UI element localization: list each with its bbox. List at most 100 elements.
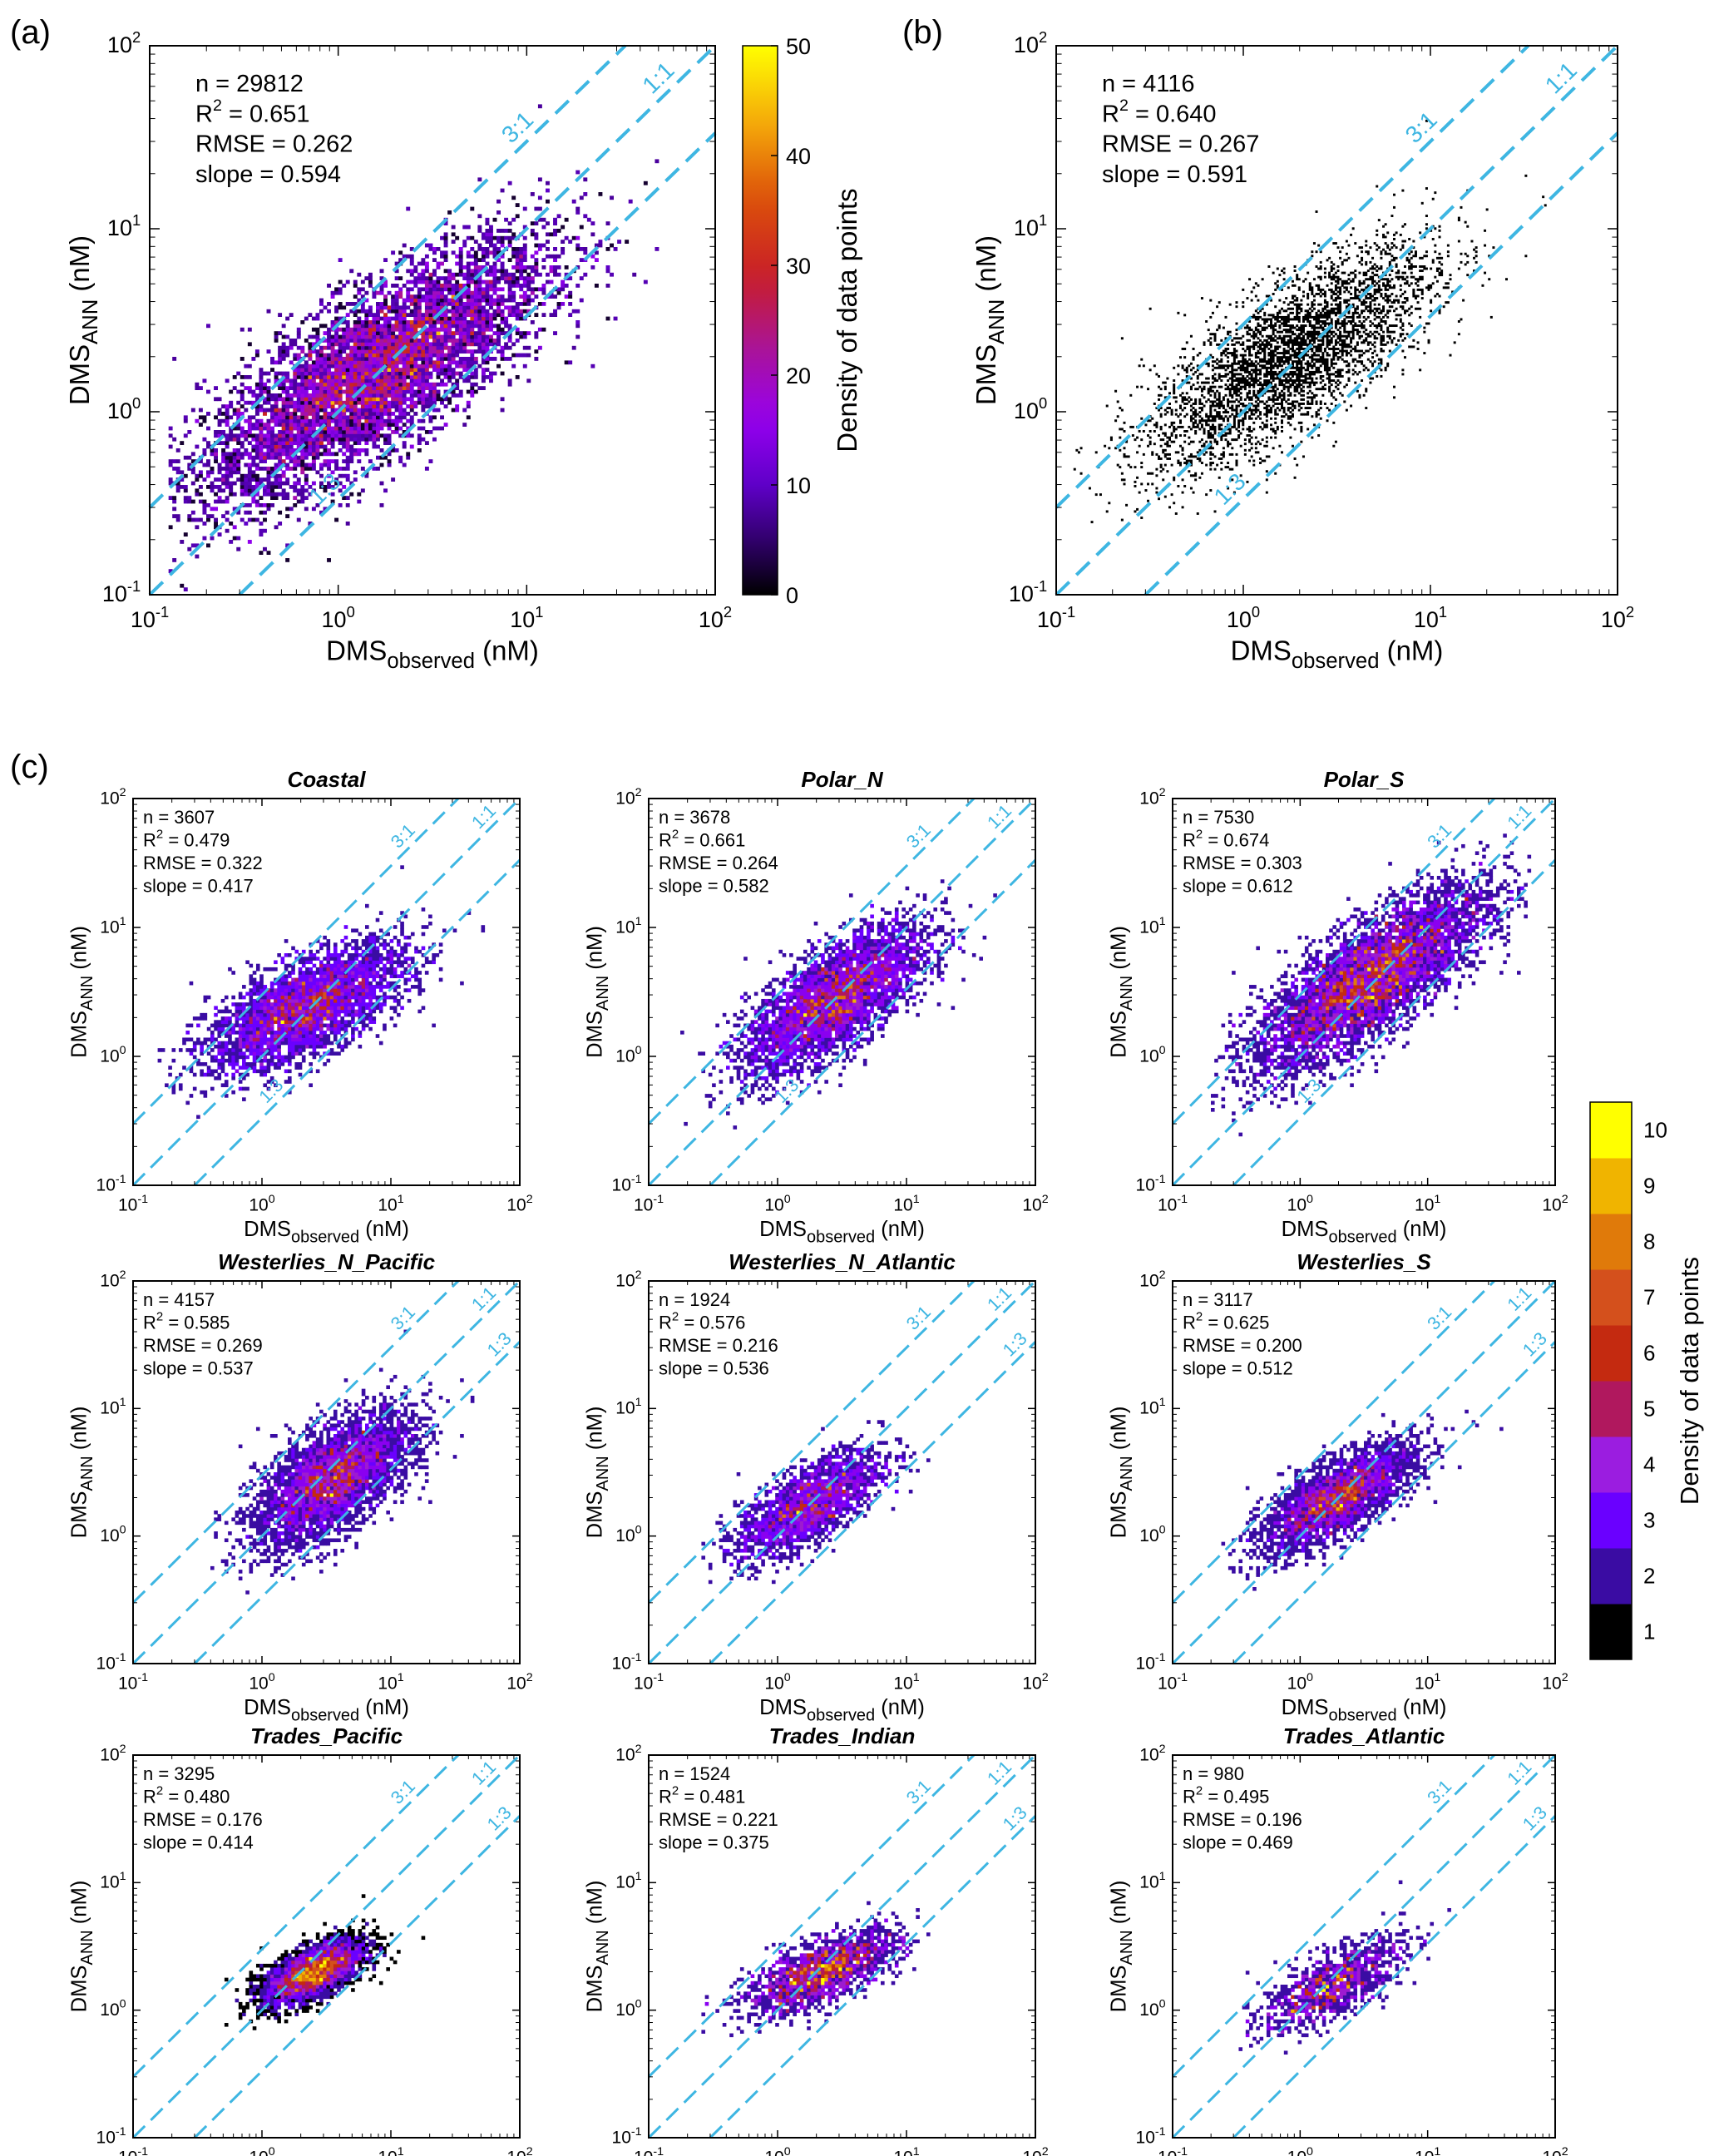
density-cell xyxy=(473,261,478,266)
density-cell xyxy=(244,485,249,489)
data-point xyxy=(1300,389,1303,393)
density-cell xyxy=(334,357,339,361)
data-point xyxy=(1174,434,1178,438)
density-cell xyxy=(470,254,475,259)
data-point xyxy=(1287,375,1290,378)
data-point xyxy=(1270,398,1273,401)
density-cell xyxy=(447,284,452,288)
data-point xyxy=(1227,364,1230,368)
data-point xyxy=(1189,388,1193,391)
density-cell xyxy=(289,444,294,449)
density-cell xyxy=(579,298,584,303)
density-cell xyxy=(311,488,316,493)
density-cell xyxy=(376,408,380,413)
data-point xyxy=(1289,354,1292,357)
data-point xyxy=(1272,430,1275,433)
density-cell xyxy=(244,522,249,526)
data-point xyxy=(1224,393,1228,397)
density-cell xyxy=(485,298,490,303)
data-point xyxy=(1296,360,1299,363)
data-point xyxy=(1153,403,1156,405)
density-cell xyxy=(451,368,456,372)
data-point xyxy=(1162,478,1165,482)
data-point xyxy=(1281,393,1283,397)
data-point xyxy=(1209,440,1213,443)
density-cell xyxy=(300,459,305,463)
density-cell xyxy=(300,345,305,350)
density-cell xyxy=(451,240,456,244)
density-cell xyxy=(383,302,388,306)
data-point xyxy=(1311,364,1314,368)
density-cell xyxy=(289,386,294,390)
data-point xyxy=(1259,377,1262,380)
density-cell xyxy=(534,258,539,262)
density-cell xyxy=(417,393,422,398)
density-cell xyxy=(406,426,411,431)
density-cell xyxy=(470,386,475,390)
density-cell xyxy=(345,430,350,434)
data-point xyxy=(1254,379,1257,383)
data-point xyxy=(1311,354,1314,357)
density-cell xyxy=(526,294,531,299)
density-cell xyxy=(300,488,305,493)
density-cell xyxy=(432,397,437,402)
density-cell xyxy=(568,360,573,365)
density-cell xyxy=(443,254,448,259)
data-point xyxy=(1209,467,1213,471)
density-cell xyxy=(334,320,339,324)
data-point xyxy=(1235,463,1238,467)
density-cell xyxy=(244,408,249,413)
density-cell xyxy=(436,265,441,270)
data-point xyxy=(1287,358,1290,361)
density-cell xyxy=(519,313,524,317)
density-cell xyxy=(364,349,369,354)
data-point xyxy=(1311,392,1314,395)
density-cell xyxy=(428,302,433,306)
data-point xyxy=(1170,463,1173,467)
density-cell xyxy=(417,305,422,310)
data-point xyxy=(1188,425,1191,428)
density-cell xyxy=(263,528,267,533)
density-cell xyxy=(247,430,252,434)
density-cell xyxy=(281,408,286,413)
data-point xyxy=(1216,411,1219,414)
density-cell xyxy=(289,433,294,438)
density-cell xyxy=(281,353,286,358)
density-cell xyxy=(315,334,320,339)
density-cell xyxy=(251,393,256,398)
data-point xyxy=(1315,415,1318,418)
density-cell xyxy=(308,345,313,350)
data-point xyxy=(1248,383,1252,387)
data-point xyxy=(1276,407,1279,410)
density-cell xyxy=(443,276,448,280)
density-cell xyxy=(315,349,320,354)
density-cell xyxy=(511,342,516,347)
data-point xyxy=(1297,375,1301,378)
data-point xyxy=(1213,430,1217,433)
density-cell xyxy=(417,371,422,376)
density-cell xyxy=(594,284,599,288)
data-point xyxy=(1235,385,1238,388)
density-cell xyxy=(522,294,527,299)
density-cell xyxy=(485,324,490,329)
density-cell xyxy=(240,517,245,522)
density-cell xyxy=(402,316,407,321)
density-cell xyxy=(398,290,403,295)
density-cell xyxy=(327,485,331,489)
density-cell xyxy=(383,279,388,284)
density-cell xyxy=(387,452,392,457)
density-cell xyxy=(470,324,475,329)
data-point xyxy=(1166,436,1169,439)
density-cell xyxy=(402,389,407,394)
density-cell xyxy=(394,349,399,354)
density-cell xyxy=(278,448,283,452)
density-cell xyxy=(455,290,460,295)
density-cell xyxy=(338,389,343,394)
density-cell xyxy=(406,313,411,317)
density-cell xyxy=(564,265,569,270)
density-cell xyxy=(515,309,520,314)
density-cell xyxy=(270,418,274,423)
data-point xyxy=(1347,364,1351,368)
density-cell xyxy=(259,386,264,390)
density-cell xyxy=(455,363,460,368)
